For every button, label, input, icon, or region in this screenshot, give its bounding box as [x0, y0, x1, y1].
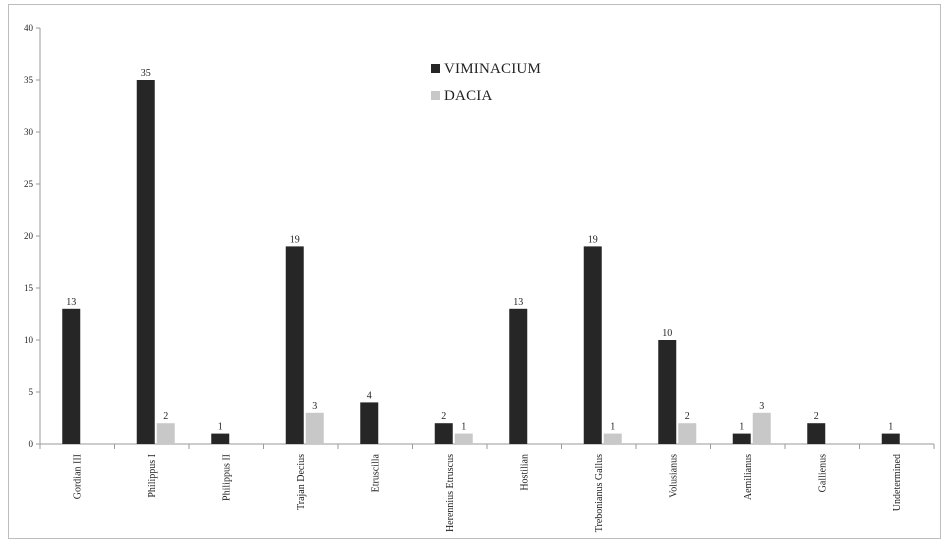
x-tick-label: Herennius Etruscus: [445, 454, 456, 532]
bar-viminacium: [807, 423, 826, 444]
bar-dacia: [305, 412, 324, 444]
data-label: 10: [662, 328, 672, 339]
data-label: 3: [312, 401, 317, 412]
x-tick-label: Etruscilla: [370, 453, 381, 492]
data-label: 19: [588, 234, 598, 245]
data-label: 35: [141, 68, 151, 79]
x-tick-label: Undetermined: [892, 454, 903, 511]
x-tick-label: Philippus II: [221, 454, 232, 501]
x-tick-label: Volusianus: [668, 454, 679, 498]
bar-viminacium: [62, 308, 81, 444]
x-tick-label: Aemilianus: [743, 454, 754, 500]
y-tick-label: 40: [24, 23, 34, 33]
bars: [62, 80, 900, 444]
data-label: 3: [759, 401, 764, 412]
bar-viminacium: [434, 423, 453, 444]
bar-viminacium: [881, 433, 900, 444]
x-tick-label: Gallienus: [817, 454, 828, 492]
y-tick-label: 5: [29, 387, 34, 397]
x-tick-label: Trebonianus Gallus: [594, 454, 605, 532]
bar-viminacium: [285, 246, 304, 444]
bar-viminacium: [732, 433, 751, 444]
data-label: 13: [66, 297, 76, 308]
y-tick-label: 0: [29, 439, 34, 449]
data-label: 2: [441, 411, 446, 422]
y-tick-label: 35: [24, 75, 34, 85]
bar-dacia: [603, 433, 622, 444]
y-tick-label: 10: [24, 335, 34, 345]
bar-dacia: [454, 433, 473, 444]
y-tick-label: 30: [24, 127, 34, 137]
bar-viminacium: [509, 308, 528, 444]
bar-viminacium: [211, 433, 230, 444]
bar-dacia: [678, 423, 697, 444]
axes: 0 5 10 15 20 25 30 35 40: [24, 23, 935, 449]
data-label: 2: [814, 411, 819, 422]
bar-viminacium: [136, 80, 155, 444]
data-label: 1: [610, 422, 615, 433]
bar-viminacium: [360, 402, 379, 444]
data-label: 4: [367, 390, 372, 401]
bar-dacia: [752, 412, 771, 444]
data-label: 1: [888, 422, 893, 433]
legend-label-dacia: DACIA: [444, 88, 493, 104]
legend-swatch-viminacium: [431, 64, 440, 73]
x-tick-label: Trajan Decius: [296, 454, 307, 510]
data-label: 19: [290, 234, 300, 245]
bar-viminacium: [583, 246, 602, 444]
legend-label-viminacium: VIMINACIUM: [444, 61, 541, 77]
legend-swatch-dacia: [431, 91, 440, 100]
data-label: 1: [218, 422, 223, 433]
y-tick-label: 25: [24, 179, 34, 189]
chart-frame: 0 5 10 15 20 25 30 35 40 Gordian III 13 Philippus …: [8, 4, 941, 539]
y-tick-label: 20: [24, 231, 34, 241]
x-tick-label: Hostilian: [519, 454, 530, 491]
bar-viminacium: [658, 340, 677, 444]
bar-dacia: [156, 423, 175, 444]
data-label: 2: [685, 411, 690, 422]
data-label: 13: [513, 297, 523, 308]
data-label: 2: [163, 411, 168, 422]
legend: VIMINACIUM DACIA: [431, 61, 541, 104]
x-tick-label: Gordian III: [72, 454, 83, 499]
y-tick-label: 15: [24, 283, 34, 293]
data-label: 1: [461, 422, 466, 433]
data-label: 1: [739, 422, 744, 433]
x-tick-label: Philippus I: [147, 454, 158, 498]
